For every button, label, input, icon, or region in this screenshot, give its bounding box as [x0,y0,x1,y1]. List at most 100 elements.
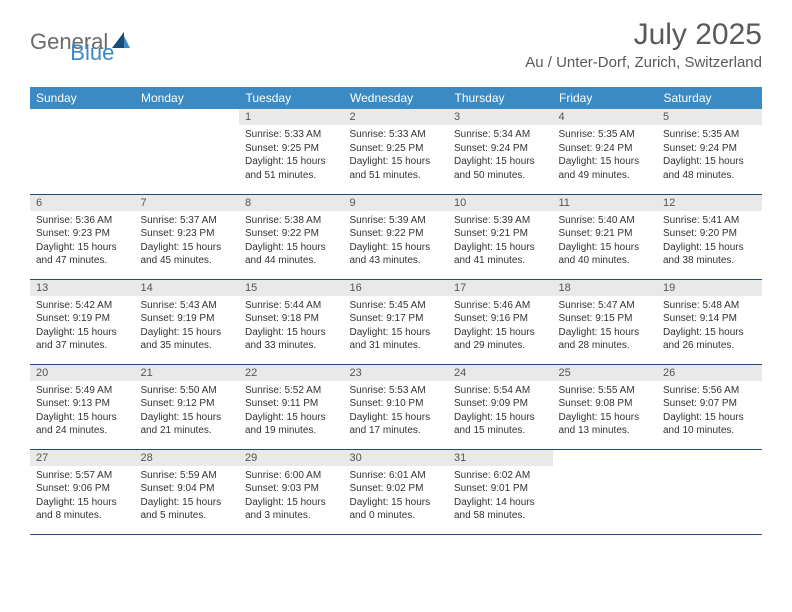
daylight-line-2: and 47 minutes. [36,254,129,268]
sunset-line: Sunset: 9:02 PM [350,482,443,496]
calendar-day-cell: 28Sunrise: 5:59 AMSunset: 9:04 PMDayligh… [135,449,240,534]
calendar-day-cell: 12Sunrise: 5:41 AMSunset: 9:20 PMDayligh… [657,194,762,279]
sunrise-line: Sunrise: 5:35 AM [663,128,756,142]
day-content: Sunrise: 5:39 AMSunset: 9:21 PMDaylight:… [448,211,553,274]
daylight-line-2: and 41 minutes. [454,254,547,268]
day-number: 28 [135,450,240,466]
day-number: 15 [239,280,344,296]
sunrise-line: Sunrise: 5:33 AM [245,128,338,142]
daylight-line-1: Daylight: 14 hours [454,496,547,510]
calendar-day-cell: 22Sunrise: 5:52 AMSunset: 9:11 PMDayligh… [239,364,344,449]
daylight-line-2: and 40 minutes. [559,254,652,268]
day-number: 8 [239,195,344,211]
calendar-day-cell: 3Sunrise: 5:34 AMSunset: 9:24 PMDaylight… [448,109,553,194]
title-block: July 2025 Au / Unter-Dorf, Zurich, Switz… [525,18,762,71]
calendar-day-cell: 10Sunrise: 5:39 AMSunset: 9:21 PMDayligh… [448,194,553,279]
calendar-day-cell: 23Sunrise: 5:53 AMSunset: 9:10 PMDayligh… [344,364,449,449]
day-content: Sunrise: 5:34 AMSunset: 9:24 PMDaylight:… [448,125,553,188]
calendar-week-row: 20Sunrise: 5:49 AMSunset: 9:13 PMDayligh… [30,364,762,449]
logo-text-blue: Blue [70,40,114,66]
sunset-line: Sunset: 9:13 PM [36,397,129,411]
sunrise-line: Sunrise: 5:39 AM [350,214,443,228]
daylight-line-1: Daylight: 15 hours [245,155,338,169]
sunset-line: Sunset: 9:23 PM [141,227,234,241]
calendar-week-row: 13Sunrise: 5:42 AMSunset: 9:19 PMDayligh… [30,279,762,364]
calendar-week-row: 27Sunrise: 5:57 AMSunset: 9:06 PMDayligh… [30,449,762,534]
sunrise-line: Sunrise: 5:42 AM [36,299,129,313]
day-number: 24 [448,365,553,381]
sunrise-line: Sunrise: 5:45 AM [350,299,443,313]
day-content: Sunrise: 5:48 AMSunset: 9:14 PMDaylight:… [657,296,762,359]
sunrise-line: Sunrise: 5:40 AM [559,214,652,228]
sunset-line: Sunset: 9:04 PM [141,482,234,496]
sunset-line: Sunset: 9:17 PM [350,312,443,326]
day-content: Sunrise: 6:01 AMSunset: 9:02 PMDaylight:… [344,466,449,529]
weekday-header: Sunday [30,87,135,109]
calendar-day-cell: 26Sunrise: 5:56 AMSunset: 9:07 PMDayligh… [657,364,762,449]
calendar-day-cell: 29Sunrise: 6:00 AMSunset: 9:03 PMDayligh… [239,449,344,534]
sunset-line: Sunset: 9:23 PM [36,227,129,241]
sunset-line: Sunset: 9:07 PM [663,397,756,411]
daylight-line-2: and 51 minutes. [245,169,338,183]
daylight-line-1: Daylight: 15 hours [454,326,547,340]
day-content: Sunrise: 5:55 AMSunset: 9:08 PMDaylight:… [553,381,658,444]
location-text: Au / Unter-Dorf, Zurich, Switzerland [525,54,762,71]
sunrise-line: Sunrise: 5:43 AM [141,299,234,313]
sunrise-line: Sunrise: 5:47 AM [559,299,652,313]
day-content: Sunrise: 5:38 AMSunset: 9:22 PMDaylight:… [239,211,344,274]
day-number: 10 [448,195,553,211]
sunset-line: Sunset: 9:12 PM [141,397,234,411]
calendar-day-cell: 1Sunrise: 5:33 AMSunset: 9:25 PMDaylight… [239,109,344,194]
sunset-line: Sunset: 9:25 PM [350,142,443,156]
day-content: Sunrise: 5:56 AMSunset: 9:07 PMDaylight:… [657,381,762,444]
sunrise-line: Sunrise: 5:53 AM [350,384,443,398]
daylight-line-1: Daylight: 15 hours [36,411,129,425]
day-content: Sunrise: 5:46 AMSunset: 9:16 PMDaylight:… [448,296,553,359]
calendar-day-cell [553,449,658,534]
daylight-line-2: and 28 minutes. [559,339,652,353]
sunset-line: Sunset: 9:19 PM [141,312,234,326]
sunset-line: Sunset: 9:22 PM [245,227,338,241]
sunrise-line: Sunrise: 5:33 AM [350,128,443,142]
sunset-line: Sunset: 9:24 PM [559,142,652,156]
header: General Blue July 2025 Au / Unter-Dorf, … [0,0,792,77]
calendar-day-cell: 31Sunrise: 6:02 AMSunset: 9:01 PMDayligh… [448,449,553,534]
sunset-line: Sunset: 9:14 PM [663,312,756,326]
sunrise-line: Sunrise: 5:46 AM [454,299,547,313]
sunset-line: Sunset: 9:18 PM [245,312,338,326]
daylight-line-2: and 10 minutes. [663,424,756,438]
sunrise-line: Sunrise: 5:57 AM [36,469,129,483]
daylight-line-1: Daylight: 15 hours [454,411,547,425]
daylight-line-2: and 5 minutes. [141,509,234,523]
sunrise-line: Sunrise: 6:01 AM [350,469,443,483]
daylight-line-1: Daylight: 15 hours [454,155,547,169]
daylight-line-1: Daylight: 15 hours [663,155,756,169]
day-content: Sunrise: 5:54 AMSunset: 9:09 PMDaylight:… [448,381,553,444]
logo: General Blue [30,18,114,66]
daylight-line-1: Daylight: 15 hours [141,411,234,425]
sunrise-line: Sunrise: 5:36 AM [36,214,129,228]
daylight-line-2: and 13 minutes. [559,424,652,438]
sunset-line: Sunset: 9:01 PM [454,482,547,496]
calendar-day-cell: 5Sunrise: 5:35 AMSunset: 9:24 PMDaylight… [657,109,762,194]
calendar-day-cell: 6Sunrise: 5:36 AMSunset: 9:23 PMDaylight… [30,194,135,279]
sunset-line: Sunset: 9:11 PM [245,397,338,411]
day-number: 18 [553,280,658,296]
sunset-line: Sunset: 9:03 PM [245,482,338,496]
day-content: Sunrise: 5:43 AMSunset: 9:19 PMDaylight:… [135,296,240,359]
calendar-week-row: 6Sunrise: 5:36 AMSunset: 9:23 PMDaylight… [30,194,762,279]
sunset-line: Sunset: 9:20 PM [663,227,756,241]
weekday-header: Friday [553,87,658,109]
day-number [553,450,658,466]
calendar-day-cell [135,109,240,194]
calendar-day-cell: 11Sunrise: 5:40 AMSunset: 9:21 PMDayligh… [553,194,658,279]
day-content: Sunrise: 5:36 AMSunset: 9:23 PMDaylight:… [30,211,135,274]
calendar-day-cell: 8Sunrise: 5:38 AMSunset: 9:22 PMDaylight… [239,194,344,279]
sunset-line: Sunset: 9:24 PM [663,142,756,156]
day-number: 6 [30,195,135,211]
calendar-day-cell: 4Sunrise: 5:35 AMSunset: 9:24 PMDaylight… [553,109,658,194]
daylight-line-1: Daylight: 15 hours [245,326,338,340]
daylight-line-2: and 31 minutes. [350,339,443,353]
calendar-day-cell: 19Sunrise: 5:48 AMSunset: 9:14 PMDayligh… [657,279,762,364]
day-content: Sunrise: 5:35 AMSunset: 9:24 PMDaylight:… [657,125,762,188]
